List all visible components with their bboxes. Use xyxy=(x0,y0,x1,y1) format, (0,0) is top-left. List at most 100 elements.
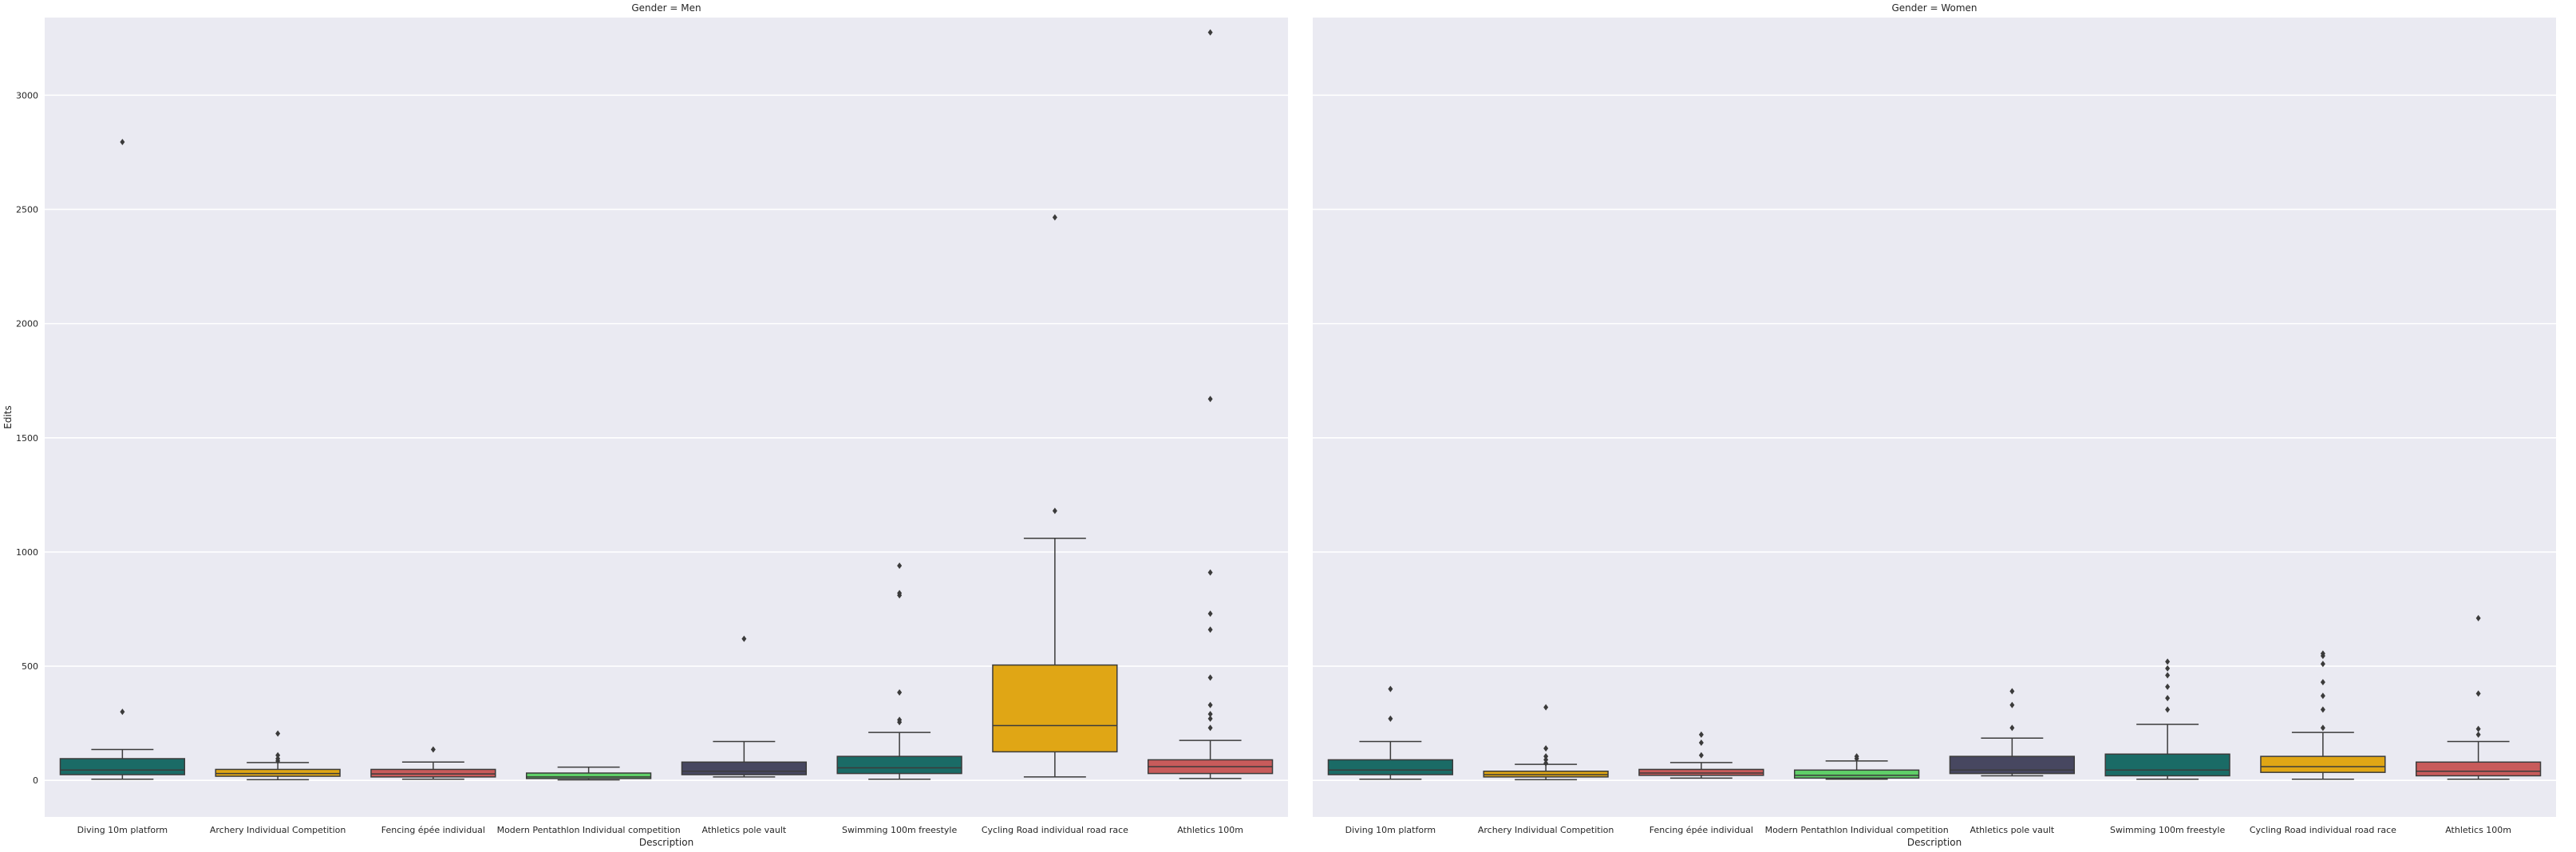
outlier-point xyxy=(1207,626,1213,633)
facet-title: Gender = Men xyxy=(631,2,701,14)
box-group xyxy=(525,766,652,781)
outlier-point xyxy=(2320,661,2325,668)
outlier-point xyxy=(2009,701,2015,708)
outlier-point xyxy=(2475,725,2481,732)
box-group xyxy=(1638,731,1764,779)
outlier-point xyxy=(1543,756,1549,763)
y-tick-label: 500 xyxy=(22,661,38,672)
x-tick-label: Swimming 100m freestyle xyxy=(2110,825,2225,835)
box xyxy=(1327,759,1454,775)
box-group xyxy=(215,730,341,781)
x-tick-label: Modern Pentathlon Individual competition xyxy=(1765,825,1949,835)
outlier-point xyxy=(1388,715,1393,722)
x-tick-label: Fencing épée individual xyxy=(381,825,485,835)
outlier-point xyxy=(897,716,903,724)
outlier-point xyxy=(275,755,281,762)
outlier-point xyxy=(2475,731,2481,738)
x-tick-label: Fencing épée individual xyxy=(1650,825,1753,835)
box xyxy=(681,761,808,775)
box-group xyxy=(2104,658,2230,780)
outlier-point xyxy=(2165,695,2171,702)
outlier-point xyxy=(2475,614,2481,621)
x-tick-label: Diving 10m platform xyxy=(77,825,168,835)
box-group xyxy=(370,746,496,780)
outlier-point xyxy=(1207,711,1213,718)
outlier-point xyxy=(2320,724,2325,732)
box xyxy=(1793,769,1920,779)
box xyxy=(836,755,962,775)
outlier-point xyxy=(2165,672,2171,679)
x-tick-label: Athletics 100m xyxy=(1177,825,1243,835)
outlier-point xyxy=(2165,706,2171,713)
outlier-point xyxy=(1207,29,1213,36)
outlier-point xyxy=(120,708,125,716)
outlier-point xyxy=(1207,569,1213,576)
x-tick-label: Cycling Road individual road race xyxy=(2250,825,2396,835)
outlier-point xyxy=(2475,690,2481,697)
box-group xyxy=(2415,614,2542,780)
outlier-point xyxy=(2165,683,2171,690)
outlier-point xyxy=(897,562,903,570)
outlier-point xyxy=(2165,658,2171,665)
outlier-point xyxy=(1052,214,1057,221)
box xyxy=(2415,761,2542,777)
box-group xyxy=(1327,685,1454,780)
x-tick-label: Athletics 100m xyxy=(2445,825,2511,835)
outlier-point xyxy=(1207,674,1213,681)
box xyxy=(1638,768,1764,776)
y-tick-label: 2500 xyxy=(16,204,38,215)
box-group xyxy=(2260,650,2386,780)
outlier-point xyxy=(1207,396,1213,403)
y-tick-label: 1000 xyxy=(16,547,38,558)
box-group xyxy=(59,139,186,780)
outlier-point xyxy=(2320,692,2325,700)
x-tick-label: Athletics pole vault xyxy=(1970,825,2055,835)
box xyxy=(525,772,652,779)
box-group xyxy=(836,562,962,780)
box xyxy=(215,768,341,777)
outlier-point xyxy=(1543,745,1549,752)
outlier-point xyxy=(1543,704,1549,711)
facet-title: Gender = Women xyxy=(1891,2,1977,14)
x-axis-label: Description xyxy=(639,837,693,848)
box xyxy=(370,768,496,778)
box-group xyxy=(1483,704,1609,781)
outlier-point xyxy=(1052,507,1057,515)
box xyxy=(59,758,186,775)
y-tick-label: 0 xyxy=(33,775,38,786)
x-tick-label: Athletics pole vault xyxy=(702,825,787,835)
x-axis-label: Description xyxy=(1907,837,1962,848)
outlier-point xyxy=(1207,724,1213,732)
outlier-point xyxy=(1207,701,1213,708)
outlier-point xyxy=(275,730,281,737)
y-tick-label: 3000 xyxy=(16,90,38,101)
outlier-point xyxy=(1854,753,1859,760)
outlier-point xyxy=(2320,650,2325,657)
outlier-point xyxy=(1698,731,1704,738)
outlier-point xyxy=(1207,610,1213,617)
outlier-point xyxy=(2009,688,2015,695)
outlier-point xyxy=(2320,706,2325,713)
x-tick-label: Archery Individual Competition xyxy=(1478,825,1614,835)
box-group xyxy=(681,635,808,778)
outlier-point xyxy=(897,688,903,696)
x-tick-label: Swimming 100m freestyle xyxy=(842,825,957,835)
outlier-point xyxy=(2009,724,2015,732)
outlier-point xyxy=(1388,685,1393,692)
x-tick-label: Archery Individual Competition xyxy=(210,825,346,835)
facet-background-2 xyxy=(1313,18,2556,817)
x-tick-label: Diving 10m platform xyxy=(1345,825,1436,835)
box xyxy=(2104,753,2230,777)
box xyxy=(1949,755,2076,775)
outlier-point xyxy=(2320,679,2325,686)
x-tick-label: Modern Pentathlon Individual competition xyxy=(497,825,681,835)
outlier-point xyxy=(430,746,436,753)
box xyxy=(2260,755,2386,773)
y-tick-label: 2000 xyxy=(16,319,38,329)
outlier-point xyxy=(1543,759,1549,767)
box-group xyxy=(1949,688,2076,777)
outlier-point xyxy=(1698,739,1704,746)
outlier-point xyxy=(120,139,125,146)
outlier-point xyxy=(2165,665,2171,672)
